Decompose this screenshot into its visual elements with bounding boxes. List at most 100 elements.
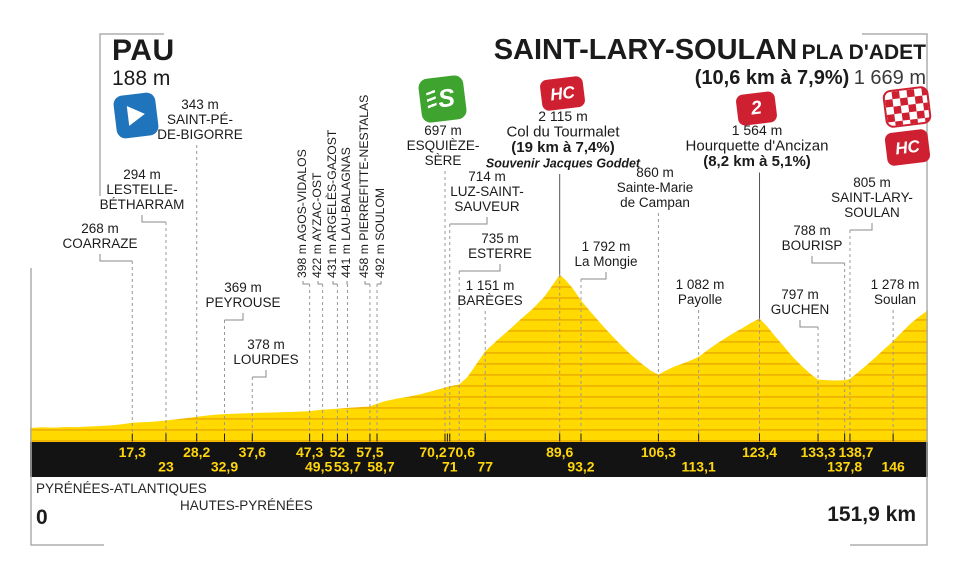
svg-text:1 792 m: 1 792 m — [582, 239, 631, 254]
svg-text:441 m LAU-BALAGNAS: 441 m LAU-BALAGNAS — [339, 147, 353, 278]
svg-text:89,6: 89,6 — [546, 444, 573, 460]
finish-checkered-flag-icon — [881, 85, 933, 129]
finish-elevation: 1 669 m — [853, 67, 926, 89]
svg-text:ESQUIÈZE-: ESQUIÈZE- — [407, 138, 480, 153]
svg-text:LUZ-SAINT-: LUZ-SAINT- — [450, 184, 524, 199]
hc-finish-label: HC — [894, 136, 921, 158]
svg-text:113,1: 113,1 — [681, 459, 715, 475]
cat2-label: 2 — [749, 96, 763, 120]
svg-text:Sainte-Marie: Sainte-Marie — [617, 180, 694, 195]
svg-text:137,8: 137,8 — [827, 459, 862, 475]
svg-text:SAINT-LARY-: SAINT-LARY- — [831, 190, 913, 205]
category-2-badge: 2 — [735, 90, 778, 127]
km-distance-numbers: 17,3 28,2 37,6 47,3 52 57,5 70,2 70,6 89,6 106,3 1… — [119, 444, 905, 475]
svg-text:La Mongie: La Mongie — [574, 254, 637, 269]
frame-top-left — [99, 33, 164, 196]
svg-text:70,2: 70,2 — [419, 444, 446, 460]
hc-badge-finish: HC — [884, 128, 931, 167]
svg-text:(19 km à 7,4%): (19 km à 7,4%) — [511, 139, 614, 156]
svg-text:268 m: 268 m — [81, 221, 119, 236]
svg-text:369 m: 369 m — [224, 280, 262, 295]
finish-name: SAINT-LARY-SOULAN — [493, 34, 798, 66]
svg-text:805 m: 805 m — [853, 175, 891, 190]
svg-text:SAINT-PÉ-: SAINT-PÉ- — [167, 112, 233, 127]
start-flag-icon — [112, 91, 160, 140]
svg-text:697 m: 697 m — [424, 123, 462, 138]
svg-text:138,7: 138,7 — [838, 444, 873, 460]
total-distance-label: 151,9 km — [827, 503, 916, 526]
start-elevation: 188 m — [112, 67, 171, 90]
svg-text:797 m: 797 m — [781, 287, 819, 302]
svg-text:Soulan: Soulan — [874, 292, 916, 307]
finish-climb-stats: (10,6 km à 7,9%) — [694, 67, 850, 89]
svg-text:1 151 m: 1 151 m — [466, 278, 515, 293]
svg-text:LESTELLE-: LESTELLE- — [106, 182, 177, 197]
svg-text:BÉTHARRAM: BÉTHARRAM — [100, 197, 185, 212]
svg-text:de Campan: de Campan — [620, 195, 690, 210]
svg-text:343 m: 343 m — [181, 97, 219, 112]
svg-text:93,2: 93,2 — [567, 459, 594, 475]
svg-text:SAUVEUR: SAUVEUR — [454, 199, 520, 214]
svg-text:70,6: 70,6 — [448, 444, 475, 460]
elevation-profile-area — [30, 274, 928, 442]
hc-tourmalet-label: HC — [549, 82, 576, 104]
frame-brackets — [30, 33, 928, 546]
distance-bar — [30, 442, 928, 477]
svg-text:1 082 m: 1 082 m — [676, 277, 725, 292]
svg-text:77: 77 — [477, 459, 493, 475]
svg-text:431 m ARGELÈS-GAZOST: 431 m ARGELÈS-GAZOST — [324, 129, 339, 278]
svg-text:294 m: 294 m — [123, 167, 161, 182]
svg-text:398 m AGOS-VIDALOS: 398 m AGOS-VIDALOS — [295, 149, 309, 278]
svg-text:32,9: 32,9 — [211, 459, 238, 475]
svg-text:28,2: 28,2 — [183, 444, 210, 460]
svg-text:53,7: 53,7 — [334, 459, 361, 475]
svg-text:458 m PIERREFITTE-NESTALAS: 458 m PIERREFITTE-NESTALAS — [357, 95, 371, 278]
svg-text:COARRAZE: COARRAZE — [62, 236, 137, 251]
svg-text:788 m: 788 m — [793, 223, 831, 238]
svg-text:37,6: 37,6 — [239, 444, 266, 460]
svg-text:BARÈGES: BARÈGES — [457, 293, 522, 308]
region-label-hautes-pyrenees: HAUTES-PYRÉNÉES — [180, 498, 313, 513]
finish-suffix: PLA D'ADET — [801, 41, 926, 64]
svg-text:Souvenir Jacques Goddet: Souvenir Jacques Goddet — [486, 157, 641, 171]
svg-text:1 278 m: 1 278 m — [871, 277, 920, 292]
svg-text:52: 52 — [330, 444, 346, 460]
svg-text:Payolle: Payolle — [678, 292, 722, 307]
svg-text:Hourquette d'Ancizan: Hourquette d'Ancizan — [686, 138, 829, 155]
svg-text:123,4: 123,4 — [742, 444, 777, 460]
svg-text:47,3: 47,3 — [296, 444, 323, 460]
svg-text:GUCHEN: GUCHEN — [771, 302, 830, 317]
sprint-letter: S — [436, 83, 457, 113]
svg-text:57,5: 57,5 — [356, 444, 383, 460]
svg-text:SOULAN: SOULAN — [844, 205, 900, 220]
svg-text:146: 146 — [881, 459, 905, 475]
svg-text:DE-BIGORRE: DE-BIGORRE — [157, 127, 243, 142]
start-name: PAU — [112, 34, 175, 67]
svg-text:714 m: 714 m — [468, 169, 506, 184]
svg-text:BOURISP: BOURISP — [782, 238, 843, 253]
svg-text:492 m SOULOM: 492 m SOULOM — [373, 188, 387, 278]
start-header: PAU 188 m — [112, 34, 175, 90]
svg-text:(8,2 km à 5,1%): (8,2 km à 5,1%) — [703, 153, 811, 170]
svg-text:106,3: 106,3 — [641, 444, 676, 460]
svg-text:422 m AYZAC-OST: 422 m AYZAC-OST — [310, 172, 324, 278]
svg-text:PEYROUSE: PEYROUSE — [205, 295, 280, 310]
svg-text:23: 23 — [158, 459, 174, 475]
start-km-label: 0 — [36, 506, 48, 529]
svg-text:ESTERRE: ESTERRE — [468, 246, 532, 261]
hc-badge-tourmalet: HC — [539, 75, 586, 112]
frame-right — [850, 33, 928, 546]
svg-text:17,3: 17,3 — [119, 444, 146, 460]
svg-text:735 m: 735 m — [481, 231, 519, 246]
svg-text:2 115 m: 2 115 m — [538, 108, 588, 124]
svg-text:Col du Tourmalet: Col du Tourmalet — [506, 124, 620, 141]
svg-text:378 m: 378 m — [247, 337, 285, 352]
finish-header: SAINT-LARY-SOULAN PLA D'ADET (10,6 km à … — [493, 34, 926, 89]
svg-text:SÈRE: SÈRE — [425, 153, 462, 168]
svg-text:58,7: 58,7 — [367, 459, 394, 475]
svg-text:LOURDES: LOURDES — [233, 352, 298, 367]
sprint-icon: S — [417, 74, 468, 124]
